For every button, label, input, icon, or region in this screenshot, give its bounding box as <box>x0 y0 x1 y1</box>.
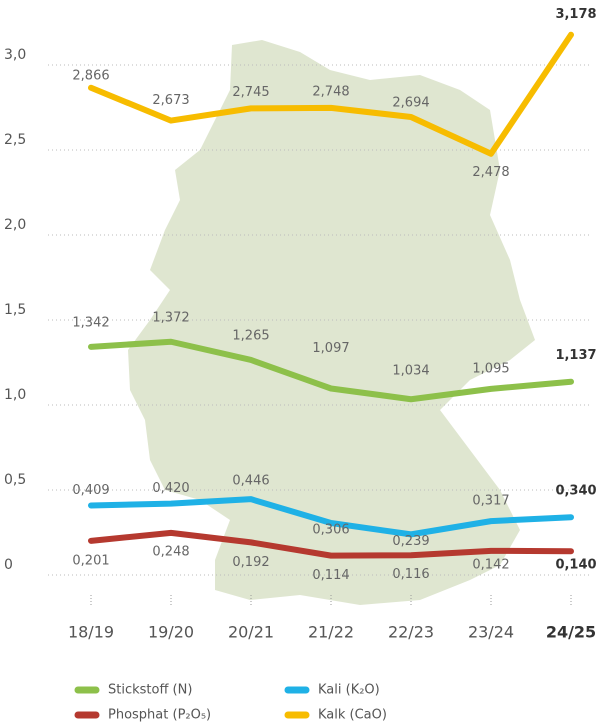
legend-label: Kalk (CaO) <box>318 708 387 722</box>
y-tick-label: 2,0 <box>4 217 26 233</box>
legend-label: Phosphat (P₂O₅) <box>108 708 211 722</box>
value-label: 0,192 <box>232 555 269 570</box>
y-tick-label: 3,0 <box>4 47 26 63</box>
y-tick-label: 1,0 <box>4 387 26 403</box>
legend-label: Kali (K₂O) <box>318 683 380 698</box>
y-tick-label: 0,5 <box>4 472 26 488</box>
line-series <box>88 338 574 403</box>
value-label: 0,420 <box>152 481 189 496</box>
line-series <box>88 496 574 538</box>
value-label: 2,748 <box>312 84 349 99</box>
x-tick-label: 24/25 <box>546 623 596 642</box>
value-label: 1,265 <box>232 328 269 343</box>
value-label: 0,114 <box>312 568 349 583</box>
x-tick-label: 22/23 <box>388 623 434 642</box>
value-label: 2,745 <box>232 85 269 100</box>
y-tick-label: 1,5 <box>4 302 26 318</box>
value-label: 2,694 <box>392 96 429 111</box>
value-label: 1,342 <box>72 315 109 330</box>
line-series <box>88 529 574 559</box>
x-tick-label: 19/20 <box>148 623 194 642</box>
value-label: 0,306 <box>312 522 349 537</box>
value-label: 3,178 <box>555 7 596 22</box>
value-label: 1,095 <box>472 361 509 376</box>
y-tick-label: 2,5 <box>4 132 26 148</box>
value-label: 1,372 <box>152 310 189 325</box>
value-label: 0,446 <box>232 474 269 489</box>
legend-label: Stickstoff (N) <box>108 683 192 698</box>
y-tick-label: 0 <box>4 557 13 573</box>
map-background <box>128 40 535 605</box>
value-label: 0,317 <box>472 494 509 509</box>
value-label: 0,142 <box>472 557 509 572</box>
x-tick-label: 20/21 <box>228 623 274 642</box>
value-label: 0,239 <box>392 534 429 549</box>
line-series <box>88 31 574 157</box>
x-tick-label: 18/19 <box>68 623 114 642</box>
value-label: 1,097 <box>312 341 349 356</box>
value-label: 1,034 <box>392 364 429 379</box>
value-label: 0,248 <box>152 544 189 559</box>
value-label: 0,409 <box>72 483 109 498</box>
value-label: 1,137 <box>555 348 596 363</box>
value-label: 0,201 <box>72 553 109 568</box>
value-label: 2,866 <box>72 68 109 83</box>
value-label: 0,140 <box>555 558 596 573</box>
x-tick-label: 21/22 <box>308 623 354 642</box>
value-label: 0,340 <box>555 484 596 499</box>
value-label: 2,673 <box>152 93 189 108</box>
value-label: 0,116 <box>392 567 429 582</box>
value-label: 2,478 <box>472 165 509 180</box>
x-tick-label: 23/24 <box>468 623 514 642</box>
